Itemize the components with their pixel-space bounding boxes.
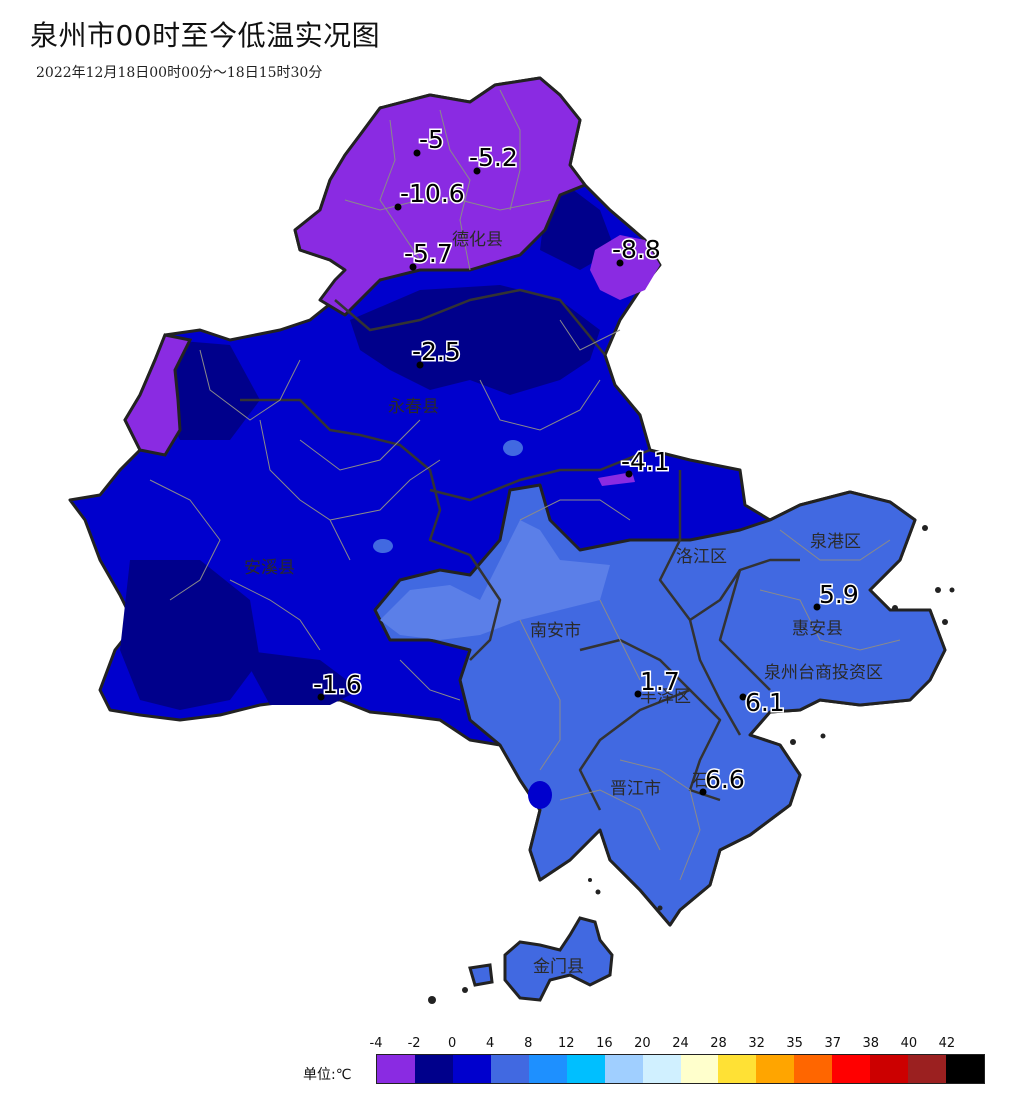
station-dot bbox=[413, 149, 421, 157]
legend-swatch bbox=[528, 1055, 567, 1083]
station-value: -1.6 bbox=[313, 670, 362, 699]
zone-blob-anxi bbox=[373, 539, 393, 553]
zone-navy-south bbox=[240, 650, 360, 705]
district-label-nanan: 南安市 bbox=[530, 621, 581, 641]
station-value: -5.7 bbox=[404, 239, 453, 268]
station-markers bbox=[317, 149, 821, 796]
district-label-yongchun: 永春县 bbox=[388, 397, 439, 417]
station-dot bbox=[634, 690, 642, 698]
legend-tick-label: 16 bbox=[596, 1036, 613, 1051]
station-value: 6.6 bbox=[705, 765, 745, 794]
island-jinmen bbox=[503, 916, 614, 1002]
legend-tick-label: 20 bbox=[634, 1036, 651, 1051]
legend-swatch bbox=[566, 1055, 605, 1083]
zone-lightblue-nanan bbox=[380, 520, 610, 640]
station-dot bbox=[699, 788, 707, 796]
legend-swatch bbox=[642, 1055, 681, 1083]
zone-purple-dehua bbox=[293, 76, 587, 317]
station-dot bbox=[616, 259, 624, 267]
zone-purple-small bbox=[598, 472, 635, 486]
legend-tick-label: 12 bbox=[558, 1036, 575, 1051]
station-dot bbox=[625, 470, 633, 478]
legend-swatch bbox=[604, 1055, 643, 1083]
district-label-luojiang: 洛江区 bbox=[676, 547, 727, 567]
zone-purple-east bbox=[590, 235, 660, 300]
legend-tick-label: 40 bbox=[900, 1036, 918, 1051]
county-boundaries bbox=[240, 288, 800, 811]
zone-purple-west bbox=[123, 333, 193, 457]
legend-swatch bbox=[414, 1055, 453, 1083]
legend-tick-label: 4 bbox=[486, 1036, 495, 1051]
zone-navy-east bbox=[540, 180, 615, 270]
legend-swatch bbox=[680, 1055, 719, 1083]
station-dot bbox=[409, 263, 417, 271]
legend-swatch bbox=[908, 1055, 947, 1083]
legend-swatch bbox=[490, 1055, 529, 1083]
legend-tick-label: 37 bbox=[824, 1036, 842, 1051]
station-dot bbox=[394, 203, 402, 211]
legend-swatch bbox=[870, 1055, 909, 1083]
station-dot bbox=[473, 167, 481, 175]
legend-swatch bbox=[756, 1055, 795, 1083]
zone-blob-south bbox=[528, 781, 552, 809]
station-value: -4.1 bbox=[621, 447, 670, 476]
islets bbox=[428, 525, 955, 1004]
legend-tick-label: 42 bbox=[938, 1036, 956, 1051]
legend-swatch bbox=[452, 1055, 491, 1083]
district-label-anxi: 安溪县 bbox=[244, 558, 295, 578]
district-label-huian: 惠安县 bbox=[792, 619, 843, 639]
map-title: 泉州市00时至今低温实况图 bbox=[30, 19, 381, 52]
legend-tick-label: -4 bbox=[369, 1036, 383, 1051]
station-value: 6.1 bbox=[745, 688, 785, 717]
district-label-quangang: 泉港区 bbox=[810, 532, 861, 552]
station-dot bbox=[739, 693, 747, 701]
legend-tick-label: 28 bbox=[710, 1036, 727, 1051]
legend-colorbar bbox=[376, 1054, 985, 1084]
legend-tick-label: 8 bbox=[524, 1036, 533, 1051]
district-label-dehua: 德化县 bbox=[452, 230, 503, 250]
station-value: -5.2 bbox=[469, 143, 518, 172]
district-label-jinmen: 金门县 bbox=[533, 957, 584, 977]
legend-tick-label: 35 bbox=[786, 1036, 803, 1051]
legend-tick-label: 24 bbox=[672, 1036, 689, 1051]
station-value: 1.7 bbox=[640, 667, 680, 696]
district-label-taishang: 泉州台商投资区 bbox=[764, 663, 883, 683]
legend-tick-label: 32 bbox=[748, 1036, 765, 1051]
district-label-shishi: 石 bbox=[692, 771, 709, 791]
legend-swatch bbox=[377, 1055, 415, 1083]
legend-swatch bbox=[946, 1055, 984, 1083]
island-small bbox=[468, 963, 494, 987]
legend-tick-label: 38 bbox=[862, 1036, 880, 1051]
station-value: -8.8 bbox=[612, 235, 661, 264]
township-boundaries bbox=[149, 89, 901, 881]
station-value: -2.5 bbox=[412, 337, 461, 366]
station-value: 5.9 bbox=[819, 580, 859, 609]
district-label-jinjiang: 晋江市 bbox=[610, 779, 661, 799]
legend-unit-label: 单位:℃ bbox=[303, 1067, 352, 1083]
legend-tick-label: -2 bbox=[407, 1036, 421, 1051]
zone-blob-yongchun bbox=[503, 440, 523, 456]
legend-swatch bbox=[794, 1055, 833, 1083]
station-value: -10.6 bbox=[400, 179, 465, 208]
zone-navy-anxi bbox=[120, 560, 260, 710]
station-dot bbox=[317, 693, 325, 701]
legend-tick-label: 0 bbox=[447, 1036, 457, 1051]
station-value: -5 bbox=[419, 125, 444, 154]
station-dot bbox=[416, 361, 424, 369]
legend-swatch bbox=[718, 1055, 757, 1083]
legend-swatch bbox=[832, 1055, 871, 1083]
station-dot bbox=[813, 603, 821, 611]
zone-navy-yongchun bbox=[350, 285, 600, 395]
district-label-fengze: 丰泽区 bbox=[640, 687, 691, 707]
map-subtitle: 2022年12月18日00时00分～18日15时30分 bbox=[36, 65, 323, 81]
